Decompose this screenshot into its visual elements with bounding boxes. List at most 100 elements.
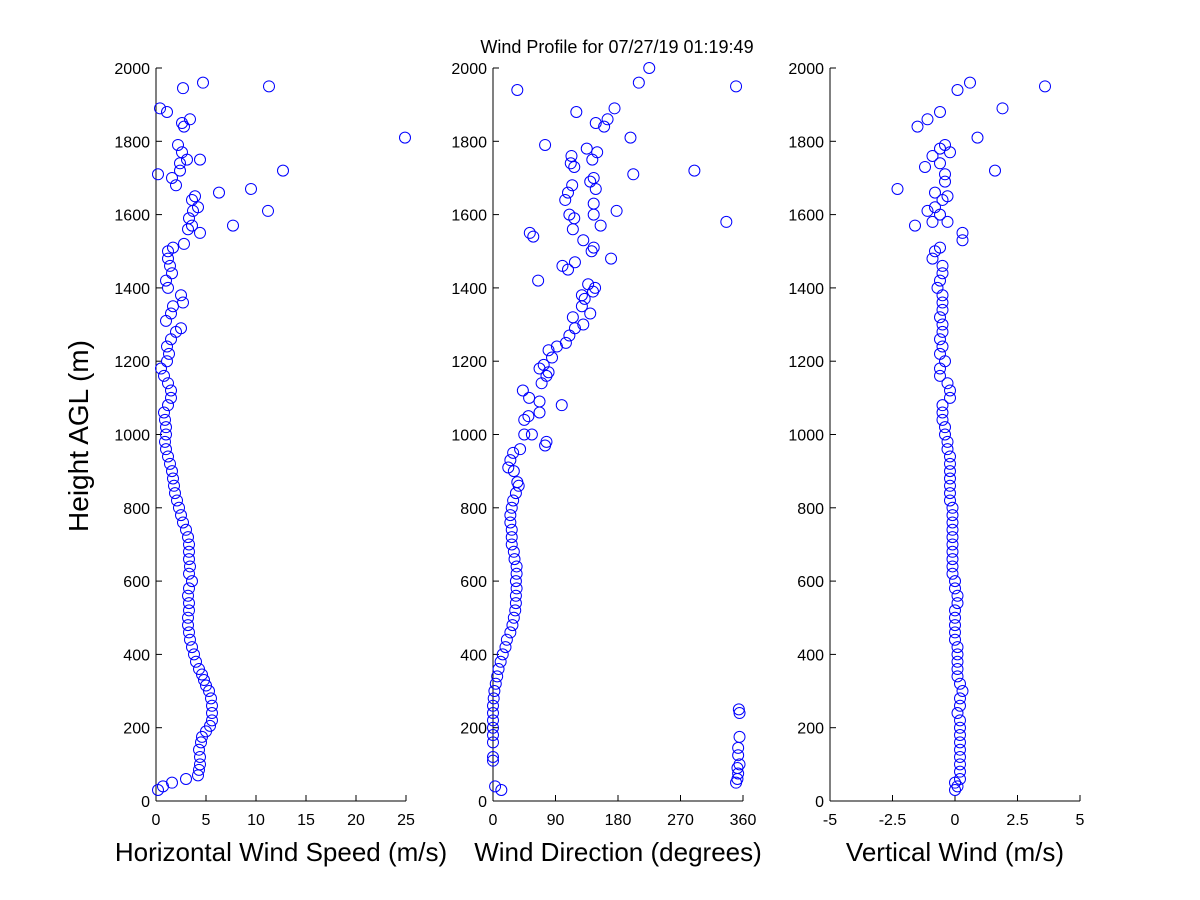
data-point — [949, 611, 961, 624]
data-point — [186, 641, 198, 654]
x-axis-label: Wind Direction (degrees) — [474, 837, 762, 867]
data-point — [189, 190, 201, 203]
data-point — [183, 545, 195, 558]
data-point — [951, 641, 964, 654]
data-point — [954, 751, 966, 764]
x-tick-label: 25 — [397, 812, 415, 829]
data-point — [921, 204, 934, 217]
data-point — [504, 509, 517, 522]
data-point — [949, 784, 961, 797]
data-point — [183, 567, 195, 580]
data-point — [176, 146, 188, 159]
data-point — [949, 626, 961, 639]
data-point — [277, 164, 289, 177]
data-point — [951, 670, 964, 683]
x-tick-label: 5 — [1076, 812, 1085, 829]
data-point — [167, 241, 179, 254]
data-point — [944, 457, 956, 470]
data-point — [919, 160, 931, 173]
data-point — [492, 663, 505, 676]
data-point — [263, 80, 275, 93]
data-point — [956, 685, 969, 698]
data-point — [732, 703, 745, 716]
data-point — [159, 413, 171, 426]
y-tick-label: 2000 — [451, 61, 487, 78]
data-point — [183, 604, 195, 617]
data-point — [194, 751, 206, 764]
panel-horizontal-wind-speed: 0 200 400 600 800 1000 1200 1400 1600 1800 2000 0 5 1… — [114, 61, 447, 867]
data-point — [944, 479, 956, 492]
data-point — [507, 611, 520, 624]
data-point — [936, 406, 949, 419]
y-tick-label: 1000 — [451, 428, 487, 445]
data-point — [488, 685, 501, 698]
x-tick-label: -5 — [823, 812, 837, 829]
data-point — [944, 384, 956, 397]
data-point — [204, 719, 216, 732]
data-point — [518, 413, 531, 426]
data-point — [949, 604, 961, 617]
y-tick-label: 800 — [460, 501, 487, 518]
x-tick-label: -2.5 — [879, 812, 907, 829]
data-point — [688, 164, 701, 177]
data-point — [934, 274, 946, 287]
data-point — [525, 428, 538, 441]
data-point — [487, 707, 499, 720]
data-point — [164, 457, 176, 470]
data-point — [523, 226, 536, 239]
data-point — [720, 215, 733, 228]
x-axis-label: Horizontal Wind Speed (m/s) — [115, 837, 447, 867]
data-point — [487, 736, 499, 749]
data-point — [489, 677, 502, 690]
data-point — [563, 208, 576, 221]
data-point — [939, 175, 951, 188]
data-point — [587, 171, 600, 184]
data-point — [510, 582, 523, 595]
data-point — [951, 707, 964, 720]
data-point — [949, 633, 961, 646]
data-point — [487, 751, 499, 764]
data-point — [505, 501, 518, 514]
data-point — [936, 325, 949, 338]
data-point — [162, 399, 174, 412]
data-point — [511, 476, 524, 489]
data-point — [566, 311, 579, 324]
x-axis-label: Vertical Wind (m/s) — [846, 837, 1064, 867]
y-tick-label: 1200 — [114, 354, 150, 371]
data-point — [575, 289, 588, 302]
data-point — [610, 204, 623, 217]
data-point — [594, 219, 607, 232]
data-point — [504, 516, 517, 529]
data-point — [183, 626, 195, 639]
data-point — [598, 120, 611, 133]
series-points — [487, 62, 746, 797]
data-point — [166, 465, 178, 478]
data-point — [166, 171, 178, 184]
y-tick-label: 2000 — [788, 61, 824, 78]
data-point — [155, 362, 167, 375]
data-point — [559, 193, 572, 206]
y-tick-label: 1800 — [788, 134, 824, 151]
data-point — [205, 692, 217, 705]
data-point — [487, 754, 499, 767]
data-point — [213, 186, 225, 199]
data-point — [177, 516, 189, 529]
data-point — [1039, 80, 1051, 93]
data-point — [584, 175, 597, 188]
data-point — [489, 780, 502, 793]
data-point — [160, 443, 172, 456]
data-point — [608, 102, 621, 115]
data-point — [580, 142, 593, 155]
data-point — [954, 743, 966, 756]
data-point — [566, 223, 579, 236]
data-point — [504, 454, 517, 467]
y-tick-label: 1400 — [451, 281, 487, 298]
data-point — [533, 362, 546, 375]
data-point — [176, 116, 188, 129]
data-point — [939, 428, 951, 441]
data-point — [487, 699, 499, 712]
data-point — [964, 76, 976, 89]
y-axis-label: Height AGL (m) — [63, 340, 94, 532]
data-point — [732, 741, 745, 754]
data-point — [162, 377, 174, 390]
